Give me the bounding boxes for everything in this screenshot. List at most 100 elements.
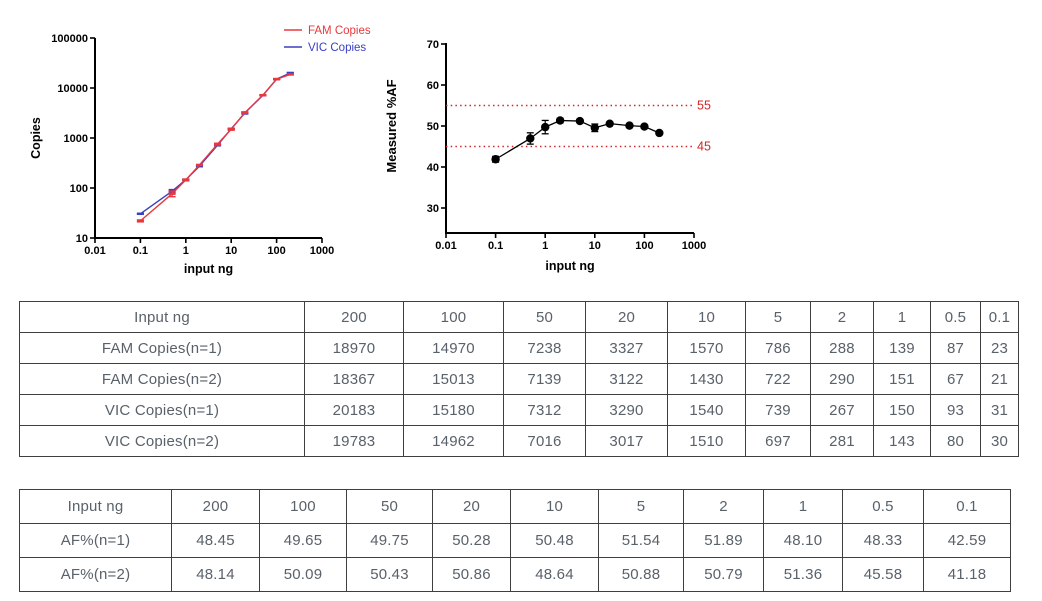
table-cell: 21 (980, 363, 1019, 395)
table-header-row: Input ng 200 100 50 20 10 5 2 1 0.5 0.1 (19, 301, 1019, 333)
column-header: 100 (403, 301, 504, 333)
column-header: 5 (598, 489, 684, 524)
y-axis-label: Measured %AF (384, 79, 399, 172)
table-cell: 48.10 (763, 523, 843, 558)
table-cell: 50.88 (598, 557, 684, 592)
table-cell: 42.59 (923, 523, 1011, 558)
row-label: VIC Copies(n=1) (19, 394, 305, 426)
data-point (640, 122, 649, 131)
copies-table: Input ng 200 100 50 20 10 5 2 1 0.5 0.1 FAM Copies(… (19, 301, 1019, 457)
table-cell: 3017 (585, 425, 668, 457)
svg-text:0.1: 0.1 (133, 245, 148, 257)
copies-log-chart: 0.01 0.1 1 10 100 1000 10 100 1000 10000 100000 Cop… (29, 25, 371, 276)
table-cell: 14970 (403, 332, 504, 364)
table-cell: 290 (810, 363, 874, 395)
table-cell: 151 (873, 363, 931, 395)
column-header: 0.5 (930, 301, 981, 333)
table-cell: 31 (980, 394, 1019, 426)
svg-text:10000: 10000 (57, 83, 88, 95)
legend-label: VIC Copies (308, 42, 366, 54)
table-cell: 51.54 (598, 523, 684, 558)
svg-text:0.01: 0.01 (84, 245, 105, 257)
svg-text:1000: 1000 (682, 240, 706, 252)
table-cell: 739 (745, 394, 811, 426)
svg-text:100: 100 (70, 183, 88, 195)
column-header: 50 (346, 489, 433, 524)
table-cell: 48.45 (171, 523, 260, 558)
svg-text:1000: 1000 (64, 133, 88, 145)
table-cell: 18970 (304, 332, 404, 364)
column-header: 2 (810, 301, 874, 333)
table-cell: 51.89 (683, 523, 764, 558)
legend-item: VIC Copies (284, 42, 366, 54)
column-header: 20 (432, 489, 511, 524)
row-label: FAM Copies(n=1) (19, 332, 305, 364)
table-cell: 15180 (403, 394, 504, 426)
table-cell: 3122 (585, 363, 668, 395)
data-point (605, 119, 614, 128)
table-cell: 80 (930, 425, 981, 457)
column-header: 200 (304, 301, 404, 333)
table-cell: 50.28 (432, 523, 511, 558)
column-header: 200 (171, 489, 260, 524)
row-label: AF%(n=2) (19, 557, 172, 592)
table-cell: 19783 (304, 425, 404, 457)
svg-text:100: 100 (635, 240, 653, 252)
data-point (655, 128, 664, 138)
table-cell: 1570 (667, 332, 746, 364)
table-cell: 50.86 (432, 557, 511, 592)
column-header: 10 (510, 489, 599, 524)
svg-text:0.01: 0.01 (435, 240, 456, 252)
table-cell: 41.18 (923, 557, 1011, 592)
table-cell: 143 (873, 425, 931, 457)
table-row: FAM Copies(n=1) 18970 14970 7238 3327 1570 786… (19, 332, 1019, 364)
column-header: 0.5 (842, 489, 924, 524)
table-cell: 7312 (503, 394, 586, 426)
data-point (541, 122, 550, 132)
table-cell: 139 (873, 332, 931, 364)
table-cell: 50.43 (346, 557, 433, 592)
table-cell: 18367 (304, 363, 404, 395)
data-point (575, 116, 585, 126)
data-point (555, 116, 565, 125)
legend-item: FAM Copies (284, 25, 371, 37)
table-cell: 49.75 (346, 523, 433, 558)
table-cell: 786 (745, 332, 811, 364)
table-row: AF%(n=1) 48.45 49.65 49.75 50.28 50.48 51.54 51… (19, 523, 1011, 558)
table-cell: 23 (980, 332, 1019, 364)
table-cell: 150 (873, 394, 931, 426)
table-cell: 48.64 (510, 557, 599, 592)
table-cell: 93 (930, 394, 981, 426)
table-row: VIC Copies(n=1) 20183 15180 7312 3290 1540 739… (19, 394, 1019, 426)
column-header: 20 (585, 301, 668, 333)
measured-af-chart: 0.01 0.1 1 10 100 1000 30 40 50 60 70 Measured %AF i… (384, 39, 711, 273)
table-cell: 67 (930, 363, 981, 395)
svg-text:10: 10 (589, 240, 601, 252)
table-cell: 7016 (503, 425, 586, 457)
row-label: FAM Copies(n=2) (19, 363, 305, 395)
data-point (491, 155, 500, 164)
table-cell: 1430 (667, 363, 746, 395)
svg-text:10: 10 (76, 233, 88, 245)
data-point (590, 123, 599, 133)
data-point (625, 121, 634, 130)
svg-text:10: 10 (225, 245, 237, 257)
column-header: 1 (873, 301, 931, 333)
column-header: 5 (745, 301, 811, 333)
table-cell: 267 (810, 394, 874, 426)
column-header: 100 (259, 489, 347, 524)
table-cell: 50.09 (259, 557, 347, 592)
table-cell: 87 (930, 332, 981, 364)
table-cell: 1540 (667, 394, 746, 426)
table-cell: 50.48 (510, 523, 599, 558)
column-header: 50 (503, 301, 586, 333)
reference-line-label: 55 (697, 99, 711, 113)
column-header: 1 (763, 489, 843, 524)
table-cell: 281 (810, 425, 874, 457)
svg-text:30: 30 (427, 203, 439, 215)
svg-text:1: 1 (542, 240, 548, 252)
svg-text:1: 1 (183, 245, 189, 257)
table-cell: 288 (810, 332, 874, 364)
table-cell: 50.79 (683, 557, 764, 592)
